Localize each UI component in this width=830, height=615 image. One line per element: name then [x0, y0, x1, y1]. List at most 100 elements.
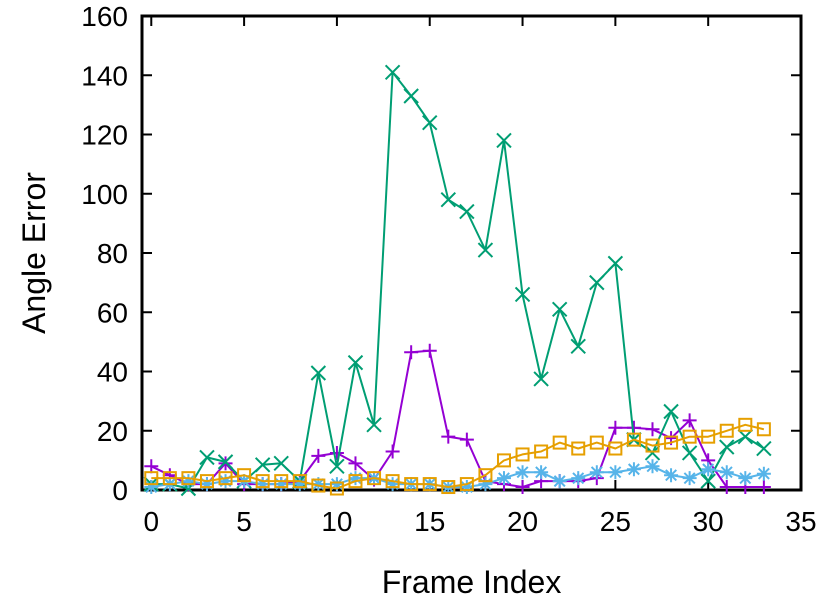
- series-line: [151, 423, 765, 490]
- square-marker: [738, 417, 753, 432]
- cross-marker: [663, 403, 679, 420]
- square-marker: [626, 432, 641, 447]
- square-marker: [218, 471, 233, 486]
- y-tick-label: 60: [97, 297, 128, 328]
- cross-marker: [719, 439, 735, 455]
- plus-marker: [459, 432, 474, 447]
- cross-marker: [347, 354, 364, 371]
- square-marker: [367, 471, 382, 486]
- plus-marker: [404, 345, 419, 360]
- cross-marker: [533, 371, 549, 387]
- plus-marker: [645, 422, 660, 437]
- cross-marker: [366, 417, 382, 433]
- asterisk-marker: [589, 465, 604, 480]
- asterisk-marker: [496, 471, 511, 486]
- asterisk-marker: [645, 459, 660, 474]
- square-marker: [664, 435, 679, 450]
- asterisk-marker: [478, 477, 493, 492]
- asterisk-marker: [701, 462, 716, 477]
- series-line: [151, 465, 765, 488]
- asterisk-marker: [552, 474, 567, 489]
- series-line: [151, 71, 765, 490]
- y-tick-label: 80: [97, 238, 128, 269]
- square-marker: [199, 474, 214, 489]
- cross-marker: [199, 449, 215, 466]
- square-marker: [292, 474, 307, 489]
- square-marker: [534, 444, 549, 459]
- cross-marker: [422, 114, 438, 131]
- square-marker: [682, 429, 697, 444]
- x-tick-label: 0: [143, 506, 159, 537]
- asterisk-marker: [181, 474, 196, 489]
- asterisk-marker: [571, 471, 586, 486]
- square-marker: [589, 435, 604, 450]
- asterisk-marker: [719, 465, 734, 480]
- y-tick-label: 160: [81, 1, 128, 32]
- asterisk-marker: [608, 465, 623, 480]
- square-marker: [348, 474, 363, 489]
- plus-marker: [144, 459, 159, 474]
- cross-marker: [384, 64, 401, 80]
- cross-marker: [737, 428, 754, 445]
- cross-marker: [459, 203, 475, 220]
- asterisk-marker: [664, 468, 679, 483]
- asterisk-marker: [738, 471, 753, 486]
- cross-marker: [607, 255, 624, 272]
- asterisk-marker: [329, 477, 344, 492]
- asterisk-marker: [292, 477, 307, 492]
- square-marker: [255, 474, 270, 489]
- plus-marker: [515, 480, 530, 495]
- cross-marker: [514, 286, 531, 303]
- asterisk-marker: [459, 480, 474, 495]
- x-tick-label: 25: [600, 506, 631, 537]
- square-marker: [756, 422, 771, 437]
- cross-marker: [570, 338, 586, 355]
- square-marker: [571, 441, 586, 456]
- square-marker: [441, 480, 456, 495]
- cross-marker: [310, 365, 327, 381]
- cross-marker: [403, 88, 419, 104]
- square-marker: [422, 477, 437, 492]
- cross-marker: [700, 473, 716, 489]
- plus-marker: [441, 429, 456, 444]
- y-tick-label: 40: [97, 357, 128, 388]
- y-tick-label: 120: [81, 120, 128, 151]
- square-marker: [237, 468, 252, 483]
- x-tick-label: 30: [693, 506, 724, 537]
- x-tick-label: 10: [321, 506, 352, 537]
- asterisk-marker: [515, 465, 530, 480]
- asterisk-marker: [626, 462, 641, 477]
- x-tick-label: 20: [507, 506, 538, 537]
- asterisk-marker: [534, 465, 549, 480]
- asterisk-marker: [311, 477, 326, 492]
- square-marker: [274, 474, 289, 489]
- x-tick-label: 5: [236, 506, 252, 537]
- plus-marker: [385, 444, 400, 459]
- x-tick-label: 35: [785, 506, 816, 537]
- square-marker: [719, 423, 734, 438]
- asterisk-marker: [756, 466, 771, 481]
- square-marker: [701, 429, 716, 444]
- series-layer: [143, 64, 772, 497]
- y-tick-label: 0: [112, 475, 128, 506]
- x-tick-label: 15: [414, 506, 445, 537]
- asterisk-marker: [199, 477, 214, 492]
- square-marker: [311, 478, 326, 493]
- cross-marker: [477, 242, 494, 258]
- square-marker: [478, 468, 493, 483]
- cross-marker: [551, 301, 568, 317]
- y-axis-label: Angle Error: [16, 172, 52, 334]
- cross-marker: [329, 458, 345, 475]
- square-marker: [329, 481, 344, 496]
- asterisk-marker: [144, 480, 159, 495]
- cross-marker: [756, 440, 772, 457]
- x-axis-label: Frame Index: [382, 564, 562, 600]
- square-marker: [385, 474, 400, 489]
- square-marker: [552, 435, 567, 450]
- asterisk-marker: [218, 474, 233, 489]
- plus-marker: [756, 480, 771, 495]
- plus-marker: [719, 480, 734, 495]
- asterisk-marker: [385, 477, 400, 492]
- plus-marker: [348, 456, 363, 471]
